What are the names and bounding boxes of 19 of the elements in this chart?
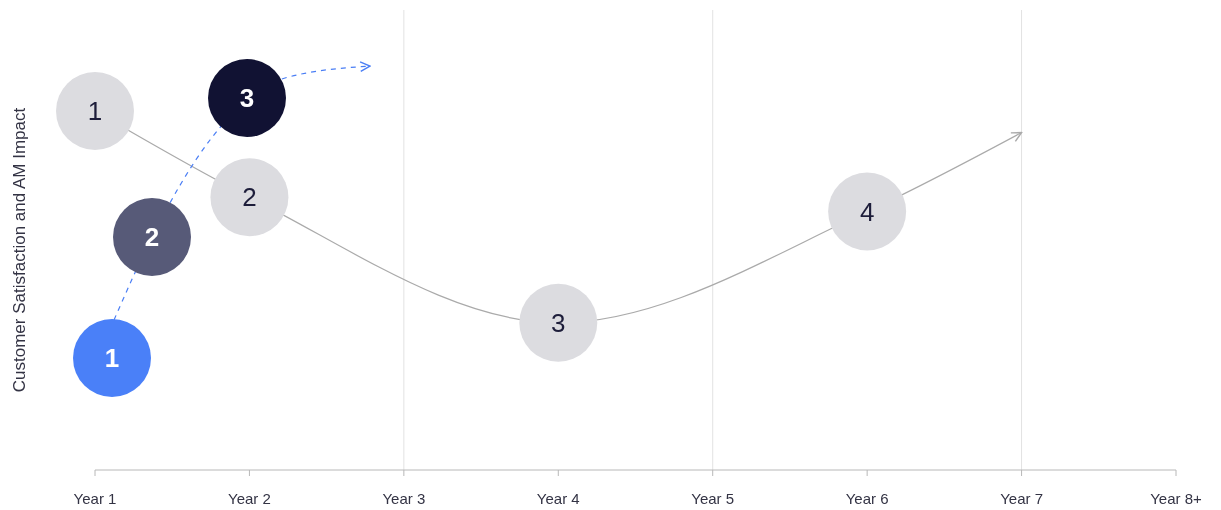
x-tick-label: Year 3 xyxy=(382,490,426,507)
annotation: 1 xyxy=(104,343,120,374)
annotation: 2 xyxy=(242,182,257,213)
x-tick-label: Year 4 xyxy=(536,490,580,507)
point xyxy=(56,72,134,150)
annotation: 1 xyxy=(87,96,103,127)
x-tick-label: Year 2 xyxy=(228,490,271,507)
x-tick-label: Year 7 xyxy=(1000,490,1043,507)
y-axis-title: Customer Satisfaction and AM Impact xyxy=(10,107,29,393)
point xyxy=(519,283,598,362)
annotation: 4 xyxy=(859,196,875,227)
annotation: 2 xyxy=(144,222,160,253)
x-tick-label: Year 1 xyxy=(73,490,117,507)
x-tick-label: Year 6 xyxy=(845,490,889,507)
x-tick-label: Year 8+ xyxy=(1150,490,1203,507)
point xyxy=(828,172,907,251)
annotation: 3 xyxy=(551,307,566,338)
x-tick-label: Year 5 xyxy=(691,490,735,507)
annotation: 3 xyxy=(239,83,255,114)
